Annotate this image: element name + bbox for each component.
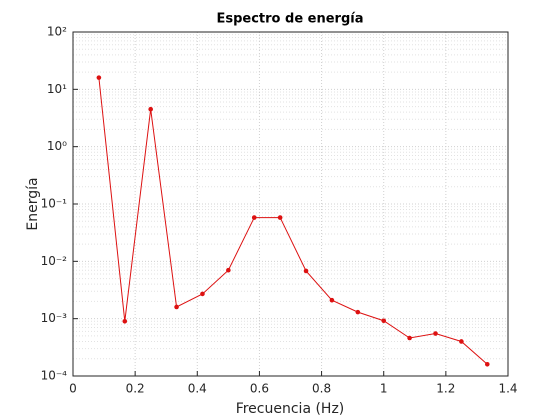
x-tick-label: 1.4	[498, 382, 517, 396]
data-point	[122, 318, 128, 324]
y-axis-label: Energía	[25, 177, 41, 230]
data-point	[484, 361, 490, 367]
data-point	[96, 75, 102, 80]
x-tick-label: 0.8	[312, 382, 331, 396]
axes-box	[72, 31, 509, 377]
y-tick-label: 10¹	[47, 82, 67, 96]
data-point	[381, 318, 387, 324]
x-tick-label: 0.4	[188, 382, 207, 396]
y-tick-label: 10⁻¹	[41, 197, 68, 211]
data-point	[459, 339, 464, 344]
x-tick-label: 1	[380, 382, 388, 396]
y-tick-label: 10²	[47, 25, 67, 39]
y-tick-label: 10⁰	[47, 139, 67, 153]
x-tick-label: 1.2	[436, 382, 455, 396]
data-point	[226, 267, 231, 273]
x-tick-label: 0.2	[126, 382, 145, 396]
y-tick-label: 10⁻²	[41, 254, 68, 268]
x-tick-label: 0.6	[250, 382, 269, 396]
series-line	[98, 77, 488, 365]
data-point	[277, 215, 283, 220]
y-tick-label: 10⁻³	[41, 311, 68, 325]
data-point	[148, 106, 153, 112]
x-tick-label: 0	[69, 382, 77, 396]
data-point	[251, 215, 257, 220]
data-point	[200, 291, 205, 297]
chart-title: Espectro de energía	[216, 12, 363, 27]
data-point	[174, 304, 179, 310]
data-point	[303, 268, 309, 274]
data-point	[329, 297, 335, 303]
data-point	[433, 331, 438, 336]
y-tick-label: 10⁻⁴	[41, 369, 68, 383]
data-point	[407, 335, 412, 341]
data-point	[355, 309, 361, 315]
x-axis-label: Frecuencia (Hz)	[236, 401, 345, 417]
